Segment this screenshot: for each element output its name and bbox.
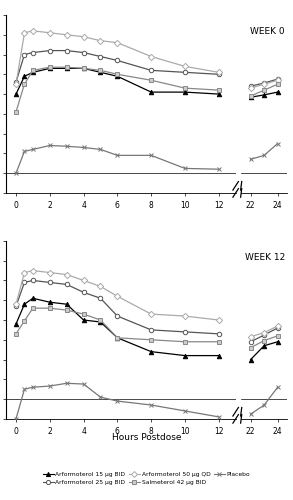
Text: Hours Postdose: Hours Postdose [112, 432, 181, 442]
Text: WEEK 12: WEEK 12 [245, 254, 285, 262]
Text: WEEK 0: WEEK 0 [250, 28, 285, 36]
Legend: Arformoterol 15 μg BID, Arformoterol 25 μg BID, Arformoterol 50 μg QD, Salmetero: Arformoterol 15 μg BID, Arformoterol 25 … [43, 472, 250, 485]
